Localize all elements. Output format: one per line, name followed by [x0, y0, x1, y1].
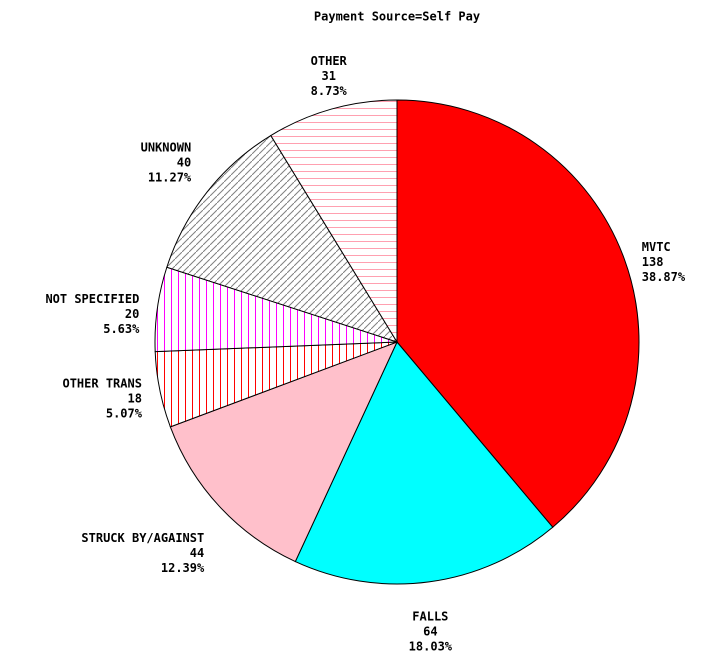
slice-percent: 11.27%	[148, 170, 192, 184]
pie-slice	[294, 341, 554, 585]
slice-label: NOT SPECIFIED	[45, 292, 139, 306]
slice-percent: 5.63%	[103, 322, 140, 336]
slice-label: UNKNOWN	[141, 140, 192, 154]
slice-label: OTHER TRANS	[62, 376, 141, 390]
slice-count: 44	[190, 546, 204, 560]
pie-slice	[396, 99, 640, 528]
slice-count: 138	[642, 255, 664, 269]
chart-title: Payment Source=Self Pay	[314, 10, 480, 24]
slice-percent: 38.87%	[642, 270, 686, 284]
slice-label: FALLS	[412, 609, 448, 623]
slice-percent: 12.39%	[161, 561, 205, 575]
slice-label: MVTC	[642, 240, 671, 254]
pie-slice	[166, 134, 399, 343]
pie-slice	[169, 341, 398, 563]
slice-percent: 5.07%	[106, 406, 143, 420]
slice-label: STRUCK BY/AGAINST	[81, 531, 204, 545]
slice-count: 31	[322, 69, 336, 83]
slice-count: 18	[128, 391, 142, 405]
slice-count: 64	[423, 624, 437, 638]
pie-slice	[270, 99, 398, 344]
slice-label: OTHER	[311, 54, 348, 68]
slice-count: 20	[125, 307, 139, 321]
slice-count: 40	[177, 155, 191, 169]
slice-percent: 18.03%	[409, 639, 453, 653]
slice-percent: 8.73%	[311, 84, 348, 98]
